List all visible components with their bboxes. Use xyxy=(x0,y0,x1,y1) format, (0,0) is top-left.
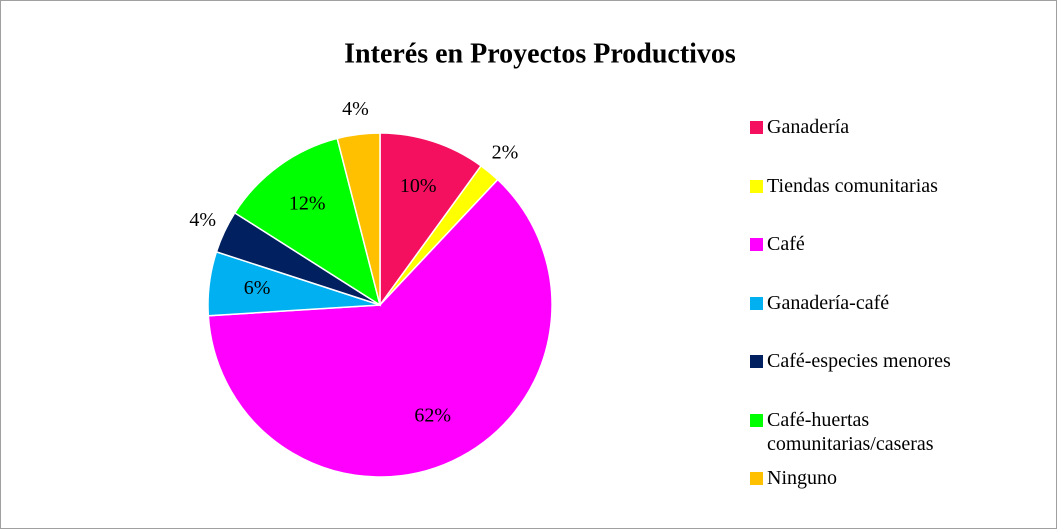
legend-label: Tiendas comunitarias xyxy=(767,174,938,197)
legend-label: Café-especies menores xyxy=(767,350,951,372)
legend-swatch xyxy=(750,472,763,485)
legend-swatch xyxy=(750,238,763,251)
legend-swatch xyxy=(750,179,763,193)
data-label: 4% xyxy=(189,209,216,231)
pie-slice xyxy=(207,178,553,478)
pie-slice xyxy=(379,132,483,308)
pie-slice xyxy=(336,132,381,306)
pie-slice xyxy=(233,137,382,307)
legend-swatch xyxy=(750,121,763,134)
legend-item: Tiendas comunitarias xyxy=(750,174,1030,198)
data-label: 62% xyxy=(414,405,451,427)
legend-label: Ganadería xyxy=(767,116,850,138)
legend-label: Café-huertas comunitarias/caseras xyxy=(767,408,934,455)
legend-swatch xyxy=(750,413,763,427)
data-label: 2% xyxy=(492,142,519,164)
legend-item: Ninguno xyxy=(750,466,1030,490)
data-label: 4% xyxy=(342,98,369,120)
legend-label: Ninguno xyxy=(767,467,837,489)
legend-item: Café-especies menores xyxy=(750,349,1030,373)
chart-title: Interés en Proyectos Productivos xyxy=(344,38,736,69)
legend-item: Café xyxy=(750,232,1030,256)
legend-item: Ganadería-café xyxy=(750,291,1030,315)
data-label: 10% xyxy=(400,175,437,197)
data-label: 12% xyxy=(289,192,326,214)
legend-swatch xyxy=(750,355,763,368)
legend-item: Café-huertas comunitarias/caseras xyxy=(750,408,1030,456)
legend-item: Ganadería xyxy=(750,115,1030,139)
legend-label: Café xyxy=(767,233,805,255)
data-label: 6% xyxy=(244,277,271,299)
legend-swatch xyxy=(750,296,763,310)
legend-label: Ganadería-café xyxy=(767,291,890,314)
